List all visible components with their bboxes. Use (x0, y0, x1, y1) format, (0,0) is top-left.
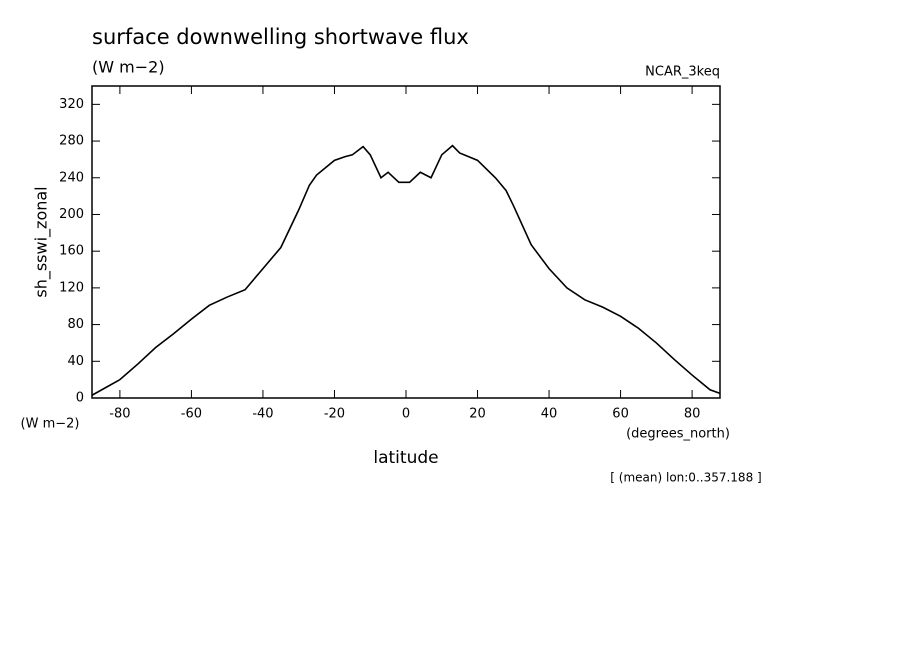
x-tick-label: 80 (684, 407, 701, 422)
model-label: NCAR_3keq (645, 65, 720, 80)
x-axis-title: latitude (373, 448, 438, 468)
y-tick-label: 320 (59, 97, 84, 112)
footnote: [ (mean) lon:0..357.188 ] (610, 471, 761, 485)
x-tick-label: -20 (324, 407, 345, 422)
y-tick-label: 160 (59, 244, 84, 259)
y-tick-label: 240 (59, 170, 84, 185)
x-units: (degrees_north) (626, 427, 730, 442)
x-tick-label: -40 (252, 407, 273, 422)
y-axis-title: sh_sswi_zonal (32, 186, 52, 297)
x-tick-label: -80 (109, 407, 130, 422)
y-units: (W m−2) (21, 417, 80, 432)
chart-title: surface downwelling shortwave flux (92, 25, 469, 49)
y-tick-label: 280 (59, 134, 84, 149)
y-tick-label: 0 (76, 391, 84, 406)
x-tick-label: 60 (612, 407, 629, 422)
x-tick-label: 20 (469, 407, 486, 422)
y-tick-label: 120 (59, 280, 84, 295)
x-tick-label: -60 (181, 407, 202, 422)
x-tick-label: 0 (402, 407, 410, 422)
units: (W m−2) (92, 58, 165, 77)
y-tick-label: 200 (59, 207, 84, 222)
x-tick-label: 40 (541, 407, 558, 422)
y-tick-label: 40 (67, 354, 84, 369)
data-line (91, 144, 721, 396)
y-tick-label: 80 (67, 317, 84, 332)
